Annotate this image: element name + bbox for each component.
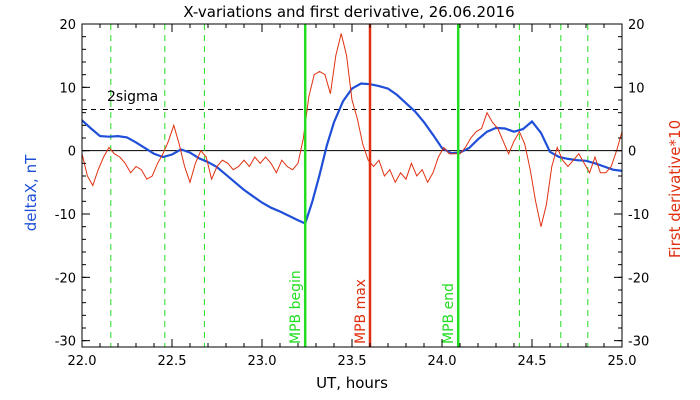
y-tick-label-left: 10: [59, 81, 76, 96]
x-axis-title: UT, hours: [316, 374, 388, 392]
ticks-layer: 22.0 22.5 23.0 23.5 24.0 24.5 25.0 20 10 0 -10 -20 -…: [55, 18, 649, 369]
y-tick-label-left: -20: [55, 271, 76, 286]
y-tick-label-left: -10: [55, 208, 76, 223]
marker-label: MPB max: [353, 279, 369, 344]
marker-label: MPB end: [441, 283, 457, 344]
y-axis-title-right: First derivative*10: [666, 120, 684, 258]
markers-layer: MPB begin MPB max MPB end: [288, 24, 460, 347]
y-tick-label-right: -20: [628, 271, 649, 286]
sigma-label: 2sigma: [107, 89, 158, 105]
y-tick-label-left: -30: [55, 335, 76, 350]
y-tick-label-left: 20: [59, 18, 76, 33]
series-line-deltax: [81, 82, 623, 226]
series-layer: [81, 33, 623, 227]
x-tick-label: 24.5: [518, 354, 547, 369]
x-tick-label: 22.5: [158, 354, 187, 369]
y-tick-label-right: 10: [628, 81, 645, 96]
plot-frame: [81, 23, 623, 348]
x-tick-label: 22.0: [68, 354, 97, 369]
x-tick-label: 25.0: [608, 354, 637, 369]
x-tick-label: 23.0: [248, 354, 277, 369]
y-tick-label-right: 0: [628, 145, 636, 160]
series-line-derivative: [81, 33, 623, 227]
marker-label: MPB begin: [288, 270, 304, 344]
chart-title: X-variations and first derivative, 26.06…: [183, 3, 514, 21]
y-axis-title-left: deltaX, nT: [22, 154, 40, 231]
x-tick-label: 23.5: [338, 354, 367, 369]
y-tick-label-right: -30: [628, 335, 649, 350]
reference-lines: [82, 24, 622, 347]
y-tick-label-right: 20: [628, 18, 645, 33]
y-tick-label-left: 0: [68, 145, 76, 160]
x-tick-label: 24.0: [428, 354, 457, 369]
y-tick-label-right: -10: [628, 208, 649, 223]
